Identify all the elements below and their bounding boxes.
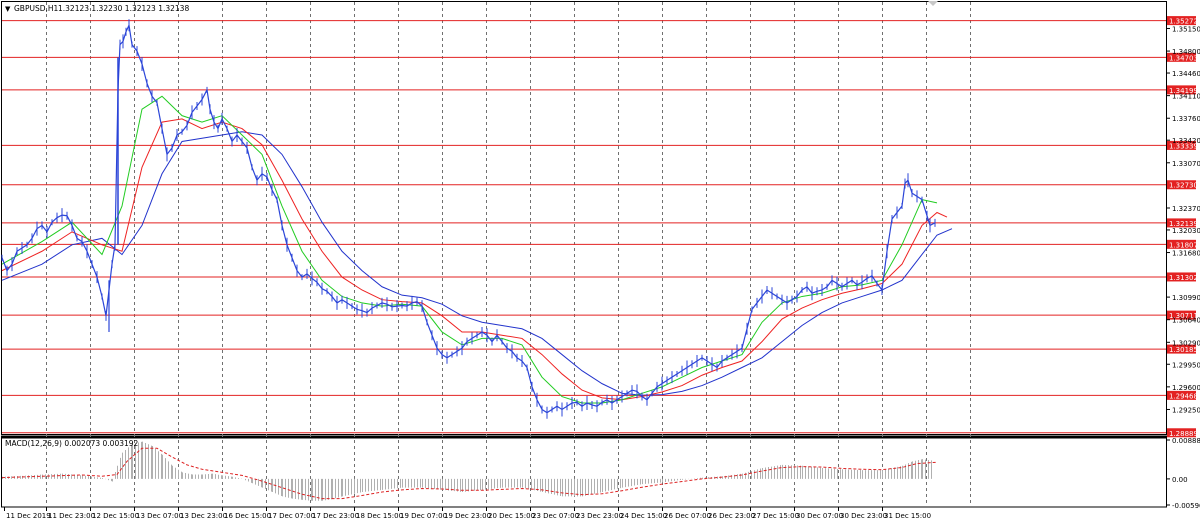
time-tick-label: 19 Dec 07:00 bbox=[400, 512, 447, 520]
level-tag-label: 1.34199 bbox=[1169, 87, 1198, 95]
time-tick-label: 17 Dec 07:00 bbox=[268, 512, 315, 520]
price-tick-label: 1.35150 bbox=[1172, 25, 1200, 33]
price-tick-label: 1.29250 bbox=[1172, 406, 1200, 414]
price-tick-label: 1.32030 bbox=[1172, 227, 1200, 235]
macd-signal-line bbox=[1, 447, 938, 500]
level-tag bbox=[1167, 390, 1196, 400]
level-tag bbox=[1167, 239, 1196, 249]
time-tick-label: 11 Dec 23:00 bbox=[48, 512, 95, 520]
chart-menu-icon[interactable]: ▼ bbox=[5, 5, 11, 13]
time-tick-label: 16 Dec 15:00 bbox=[224, 512, 271, 520]
time-tick-label: 18 Dec 15:00 bbox=[356, 512, 403, 520]
level-tag bbox=[1167, 272, 1196, 282]
macd-tick-label: 0.00 bbox=[1172, 476, 1188, 484]
time-tick-label: 26 Dec 07:00 bbox=[664, 512, 711, 520]
time-tick-label: 17 Dec 23:00 bbox=[312, 512, 359, 520]
level-tag bbox=[1167, 344, 1196, 354]
price-line bbox=[1, 23, 936, 414]
price-tick-label: 1.32370 bbox=[1172, 205, 1200, 213]
moving-averages bbox=[1, 95, 953, 404]
macd-tick-label: 0.00888 bbox=[1172, 437, 1200, 445]
level-tag-label: 1.31807 bbox=[1169, 241, 1198, 249]
time-tick-label: 30 Dec 23:00 bbox=[840, 512, 887, 520]
level-tag-label: 1.34703 bbox=[1169, 54, 1198, 62]
price-tick-label: 1.33070 bbox=[1172, 160, 1200, 168]
price-tick-label: 1.30640 bbox=[1172, 317, 1200, 325]
level-tag bbox=[1167, 428, 1196, 438]
time-tick-label: 26 Dec 23:00 bbox=[708, 512, 755, 520]
time-tick-label: 19 Dec 23:00 bbox=[444, 512, 491, 520]
price-tick-label: 1.30290 bbox=[1172, 339, 1200, 347]
horizontal-levels: 1.35272 1.34703 1.34199 1.33339 1.32730 1.321… bbox=[2, 16, 1198, 438]
symbol-label: GBPUSD,H1 bbox=[14, 4, 59, 13]
ma-slow-blue-line bbox=[1, 131, 953, 396]
level-tag-label: 1.32139 bbox=[1169, 220, 1198, 228]
macd-panel-frame bbox=[1, 437, 1167, 508]
price-tick-label: 1.29950 bbox=[1172, 361, 1200, 369]
shift-marker-icon[interactable] bbox=[928, 1, 938, 6]
macd-label: MACD(12,26,9) 0.002073 0.003192 bbox=[5, 439, 139, 448]
level-tag-label: 1.33339 bbox=[1169, 142, 1198, 150]
macd-indicator bbox=[1, 441, 938, 501]
price-tick-label: 1.34110 bbox=[1172, 93, 1200, 101]
time-tick-label: 23 Dec 07:00 bbox=[532, 512, 579, 520]
macd-scale: 0.00888 0.00 -0.00596 bbox=[1166, 437, 1200, 510]
time-tick-label: 30 Dec 07:00 bbox=[796, 512, 843, 520]
price-tick-label: 1.31680 bbox=[1172, 250, 1200, 258]
level-tag bbox=[1167, 52, 1196, 62]
price-tick-label: 1.33760 bbox=[1172, 115, 1200, 123]
time-tick-label: 24 Dec 15:00 bbox=[620, 512, 667, 520]
main-panel-frame bbox=[1, 1, 1167, 435]
level-tag bbox=[1167, 310, 1196, 320]
macd-tick-label: -0.00596 bbox=[1172, 502, 1200, 510]
level-tag-label: 1.35272 bbox=[1169, 18, 1198, 26]
time-tick-label: 31 Dec 15:00 bbox=[884, 512, 931, 520]
level-tag-label: 1.29468 bbox=[1169, 392, 1198, 400]
level-tag-label: 1.30185 bbox=[1169, 346, 1198, 354]
time-tick-label: 20 Dec 15:00 bbox=[488, 512, 535, 520]
time-tick-label: 27 Dec 15:00 bbox=[752, 512, 799, 520]
level-tag-label: 1.28889 bbox=[1169, 430, 1198, 438]
price-tick-label: 1.34460 bbox=[1172, 70, 1200, 78]
price-scale[interactable]: 1.35150 1.34800 1.34460 1.34110 1.33760 1.334… bbox=[1166, 25, 1200, 414]
grid-lines bbox=[46, 2, 971, 505]
price-tick-label: 1.29600 bbox=[1172, 384, 1200, 392]
level-tag bbox=[1167, 218, 1196, 228]
price-series bbox=[1, 19, 936, 419]
time-tick-label: 13 Dec 23:00 bbox=[180, 512, 227, 520]
level-tag-label: 1.32730 bbox=[1169, 182, 1198, 190]
price-tick-label: 1.33420 bbox=[1172, 137, 1200, 145]
time-tick-label: 11 Dec 2019 bbox=[6, 512, 51, 520]
level-tag bbox=[1167, 180, 1196, 190]
price-tick-label: 1.30990 bbox=[1172, 294, 1200, 302]
level-tag bbox=[1167, 85, 1196, 95]
time-tick-label: 13 Dec 07:00 bbox=[136, 512, 183, 520]
level-tag-label: 1.30711 bbox=[1169, 312, 1198, 320]
level-tag bbox=[1167, 16, 1196, 26]
time-tick-label: 23 Dec 23:00 bbox=[576, 512, 623, 520]
ma-fast-green-line bbox=[1, 95, 938, 404]
ohlc-readout: 1.32123 1.32230 1.32123 1.32138 bbox=[58, 4, 189, 13]
level-tag bbox=[1167, 140, 1196, 150]
ma-mid-red-line bbox=[1, 118, 948, 401]
time-tick-label: 12 Dec 15:00 bbox=[92, 512, 139, 520]
level-tag-label: 1.31302 bbox=[1169, 274, 1198, 282]
price-tick-label: 1.34800 bbox=[1172, 48, 1200, 56]
